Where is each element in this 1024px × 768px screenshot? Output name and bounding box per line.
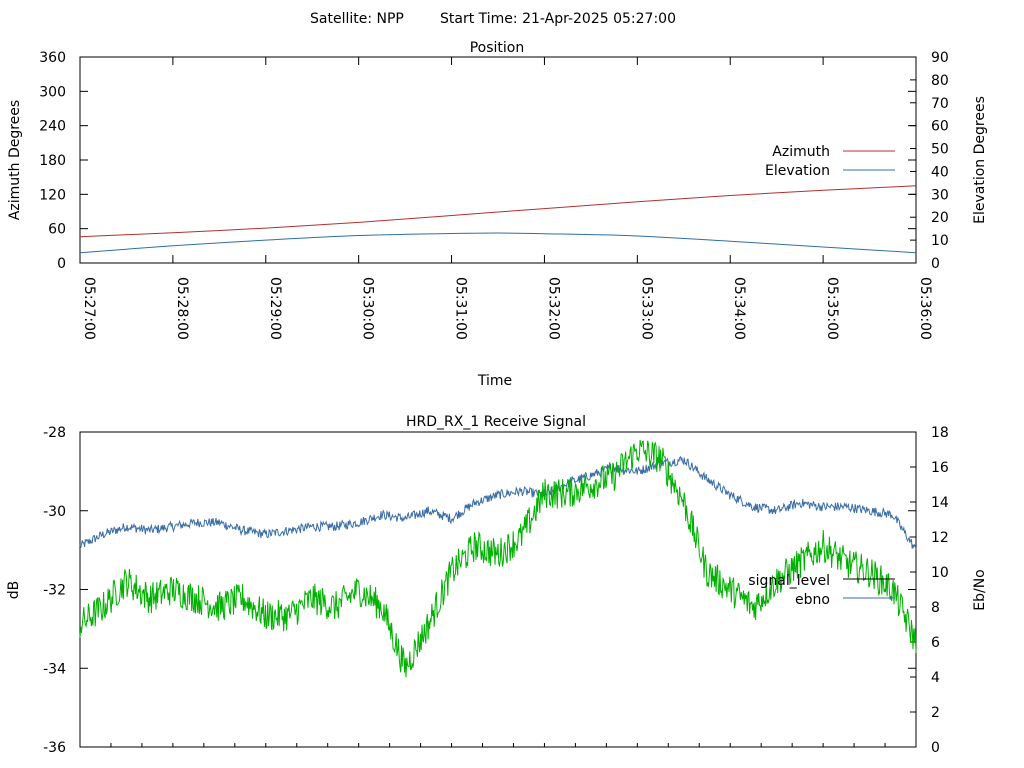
position-y-tick-label: 300 <box>39 84 66 100</box>
position-x-tick-label: 05:35:00 <box>824 277 840 340</box>
position-chart: Position Azimuth Degrees Elevation Degre… <box>7 40 988 389</box>
position-y-tick-label: 360 <box>39 50 66 66</box>
position-x-tick-label: 05:28:00 <box>174 277 190 340</box>
position-legend: Azimuth Elevation <box>765 144 895 179</box>
signal-y2-tick-label: 2 <box>931 705 940 721</box>
position-y-tick-label: 0 <box>57 256 66 272</box>
header-satellite: Satellite: NPP <box>310 11 404 27</box>
position-y2-tick-label: 80 <box>931 73 949 89</box>
position-x-tick-label: 05:31:00 <box>453 277 469 340</box>
position-y2-tick-label: 40 <box>931 164 949 180</box>
position-x-tick-label: 05:29:00 <box>267 277 283 340</box>
position-y2-tick-label: 60 <box>931 119 949 135</box>
position-y-tick-label: 180 <box>39 153 66 169</box>
position-x-tick-label: 05:30:00 <box>360 277 376 340</box>
position-x-tick-label: 05:32:00 <box>545 277 561 340</box>
position-y-tick-label: 60 <box>48 222 66 238</box>
signal-y-tick-label: -36 <box>43 740 66 756</box>
signal-y2-tick-label: 10 <box>931 565 949 581</box>
position-y2-tick-label: 10 <box>931 233 949 249</box>
position-y2-tick-label: 70 <box>931 96 949 112</box>
signal-y2-tick-label: 0 <box>931 740 940 756</box>
position-y2-tick-label: 20 <box>931 210 949 226</box>
signal-y2-tick-label: 6 <box>931 635 940 651</box>
signal-y2-tick-label: 18 <box>931 425 949 441</box>
signal-y2-tick-label: 12 <box>931 530 949 546</box>
series-line-signal-level <box>79 455 917 550</box>
legend-ebno-label: ebno <box>795 592 830 608</box>
signal-y-axis-label: dB <box>6 581 22 600</box>
signal-y2-axis-label: Eb/No <box>972 569 988 611</box>
series-line-azimuth <box>79 185 917 238</box>
position-chart-title: Position <box>470 40 525 56</box>
position-y-axis-label: Azimuth Degrees <box>7 100 23 220</box>
legend-signal-level-label: signal_level <box>748 573 830 589</box>
signal-y2-tick-label: 8 <box>931 600 940 616</box>
position-y2-tick-label: 0 <box>931 256 940 272</box>
legend-elevation-label: Elevation <box>765 163 830 179</box>
position-x-tick-label: 05:27:00 <box>81 277 97 340</box>
position-y2-axis-label: Elevation Degrees <box>972 96 988 224</box>
signal-y-tick-label: -32 <box>43 583 66 599</box>
header-start-time: Start Time: 21-Apr-2025 05:27:00 <box>440 11 676 27</box>
position-plot-frame <box>79 56 917 264</box>
position-y-tick-label: 120 <box>39 187 66 203</box>
signal-plot-frame <box>79 431 917 748</box>
signal-y2-tick-label: 4 <box>931 670 940 686</box>
position-x-tick-label: 05:34:00 <box>731 277 747 340</box>
position-x-axis-label: Time <box>477 373 512 389</box>
series-line-ebno <box>79 439 917 678</box>
position-y2-tick-label: 90 <box>931 50 949 66</box>
signal-y-tick-label: -28 <box>43 425 66 441</box>
legend-azimuth-label: Azimuth <box>772 144 830 160</box>
signal-chart: HRD_RX_1 Receive Signal dB Eb/No -36 -34 -… <box>6 414 988 756</box>
position-x-tick-label: 05:33:00 <box>638 277 654 340</box>
position-x-tick-label: 05:36:00 <box>917 277 933 340</box>
position-y2-tick-label: 50 <box>931 142 949 158</box>
position-y-tick-label: 240 <box>39 119 66 135</box>
signal-y2-tick-label: 14 <box>931 495 949 511</box>
signal-y-tick-label: -34 <box>43 661 66 677</box>
signal-chart-title: HRD_RX_1 Receive Signal <box>406 414 586 430</box>
signal-y-tick-label: -30 <box>43 504 66 520</box>
series-line-elevation <box>79 232 917 254</box>
signal-y2-tick-label: 16 <box>931 460 949 476</box>
position-y2-tick-label: 30 <box>931 187 949 203</box>
signal-legend: signal_level ebno <box>748 573 895 608</box>
